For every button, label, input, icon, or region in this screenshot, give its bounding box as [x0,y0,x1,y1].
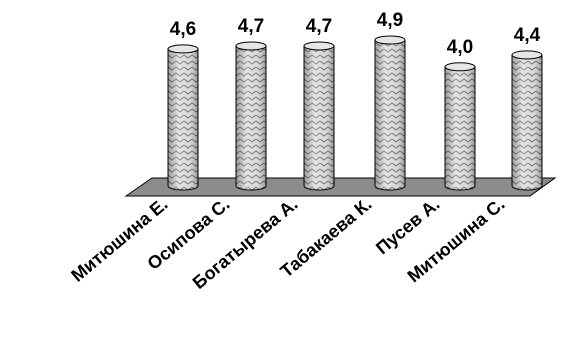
data-label: 4,6 [170,19,196,40]
data-label: 4,0 [447,37,473,58]
category-labels-group: Митюшина Е.Осипова С.Богатырева А.Табака… [67,194,508,293]
data-label: 4,9 [377,10,403,31]
data-label: 4,4 [514,25,541,46]
bar [303,41,335,191]
value-labels-group: 4,6 4,7 4,7 4,9 4,0 4,4 [170,10,541,58]
data-label: 4,7 [306,16,332,37]
bar [444,62,476,191]
bar [511,50,543,191]
bar [167,44,199,191]
bar [235,41,267,191]
bar [374,35,406,191]
data-label: 4,7 [238,16,264,37]
bars-group [167,35,543,191]
